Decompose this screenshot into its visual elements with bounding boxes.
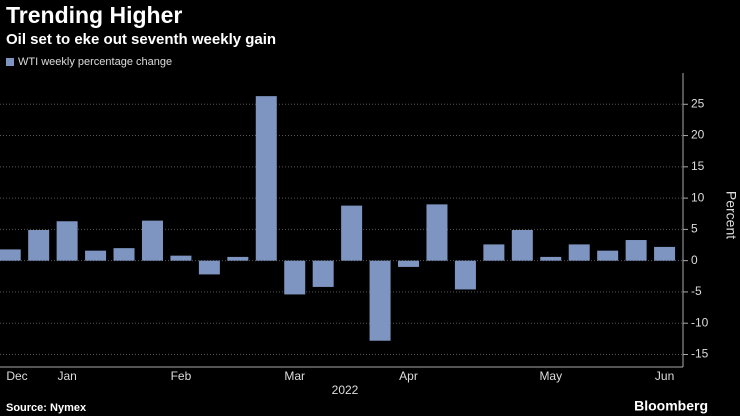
- x-tick-label: Dec: [6, 369, 27, 383]
- y-tick-label: 10: [691, 190, 705, 204]
- chart-subtitle: Oil set to eke out seventh weekly gain: [6, 31, 276, 48]
- bar: [654, 246, 676, 261]
- bar: [426, 204, 448, 261]
- bar: [369, 260, 391, 341]
- x-tick-label: May: [539, 369, 562, 383]
- y-tick-label: 0: [691, 253, 698, 267]
- y-tick-label: 15: [691, 159, 705, 173]
- bar: [568, 244, 590, 261]
- bar: [483, 244, 505, 261]
- bar: [0, 249, 21, 261]
- y-tick-label: 20: [691, 128, 705, 142]
- bar: [85, 250, 107, 261]
- bar: [454, 260, 476, 290]
- y-axis-label: Percent: [723, 191, 739, 239]
- y-tick-label: 25: [691, 96, 705, 110]
- x-tick-label: Apr: [399, 369, 418, 383]
- bar: [312, 260, 334, 287]
- bar: [597, 250, 619, 261]
- bar: [198, 260, 220, 275]
- bar: [341, 205, 363, 261]
- x-axis-label: 2022: [332, 383, 359, 397]
- bar: [398, 260, 420, 267]
- bar: [227, 256, 249, 261]
- bar: [170, 255, 192, 261]
- bar: [284, 260, 306, 295]
- legend-swatch: [6, 58, 14, 66]
- chart-title: Trending Higher: [6, 2, 182, 28]
- x-tick-label: Feb: [171, 369, 192, 383]
- y-tick-label: -15: [691, 347, 709, 361]
- source: Source: Nymex: [6, 402, 87, 414]
- brand: Bloomberg: [634, 398, 708, 414]
- y-tick-label: -10: [691, 315, 709, 329]
- bar: [540, 256, 562, 261]
- legend-label: WTI weekly percentage change: [18, 56, 172, 68]
- bar: [511, 230, 533, 261]
- bar: [56, 221, 78, 261]
- bar: [28, 230, 50, 261]
- bar: [113, 248, 135, 261]
- y-tick-label: -5: [691, 284, 702, 298]
- bar: [141, 220, 163, 261]
- x-tick-label: Jan: [57, 369, 76, 383]
- y-tick-label: 5: [691, 222, 698, 236]
- x-tick-label: Mar: [284, 369, 305, 383]
- x-tick-label: Jun: [655, 369, 674, 383]
- bar: [625, 240, 647, 261]
- bar: [255, 96, 277, 261]
